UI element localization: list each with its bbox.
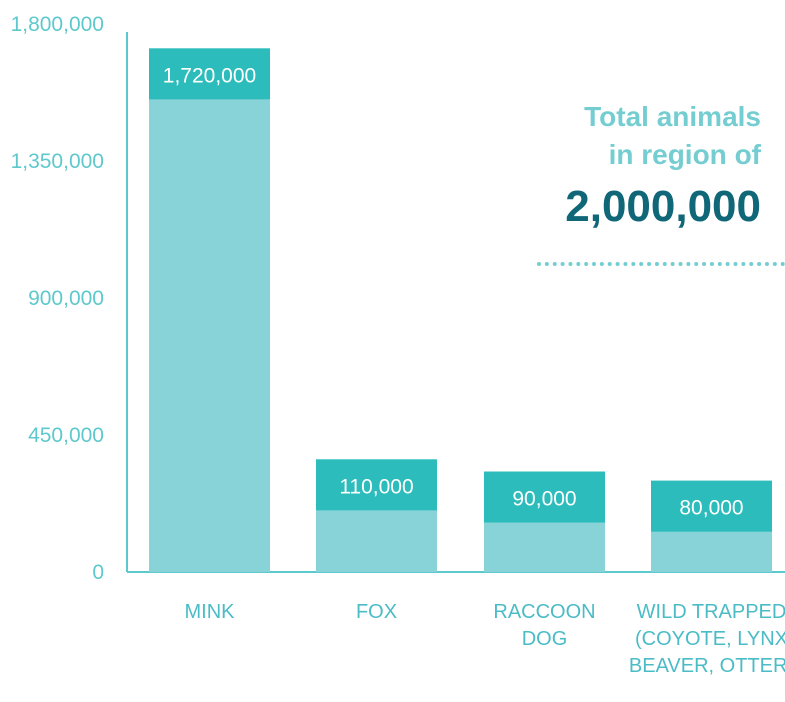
bar-top-band [484, 471, 605, 523]
bar-value-label: 80,000 [679, 497, 743, 520]
x-category-label: BEAVER, OTTER) [629, 655, 785, 677]
x-category-label: RACCOON [493, 601, 595, 623]
x-category-label: DOG [522, 628, 568, 650]
y-tick-label: 1,800,000 [11, 13, 104, 36]
bar [149, 48, 270, 573]
y-tick-label: 450,000 [28, 424, 104, 447]
bar-labels: 1,720,000 110,000 90,000 80,000 [163, 64, 744, 519]
y-tick-label: 1,350,000 [11, 150, 104, 173]
total-callout: Total animals in region of 2,000,000 [565, 98, 761, 234]
callout-line-1: Total animals [584, 101, 761, 132]
y-tick-label: 0 [92, 561, 104, 584]
callout-total: 2,000,000 [565, 182, 761, 231]
x-category-label: MINK [185, 601, 236, 623]
y-tick-label: 900,000 [28, 287, 104, 310]
bar-value-label: 1,720,000 [163, 64, 256, 87]
category-labels: MINK FOX RACCOON DOG WILD TRAPPED (COYOTE, LY… [185, 601, 785, 677]
dotted-divider [537, 262, 785, 266]
bar-top-band [651, 480, 772, 532]
x-category-label: FOX [356, 601, 397, 623]
bar-value-label: 110,000 [339, 475, 413, 498]
x-category-label: WILD TRAPPED [637, 601, 785, 623]
bar-top-band [316, 459, 437, 511]
x-category-label: (COYOTE, LYNX [635, 628, 785, 650]
bar-top-band [149, 48, 270, 100]
callout-line-2: in region of [608, 139, 761, 170]
bar-value-label: 90,000 [512, 488, 576, 511]
bars [149, 48, 772, 573]
